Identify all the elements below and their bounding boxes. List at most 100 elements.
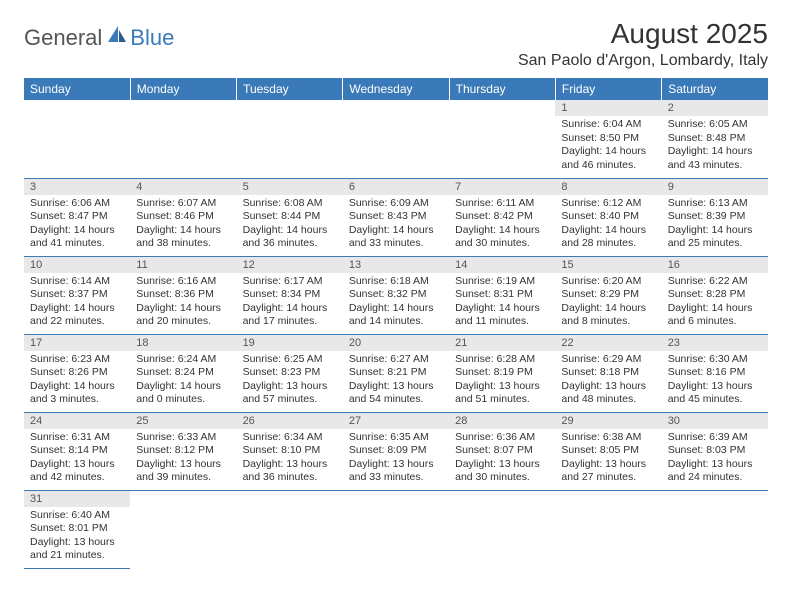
- day-details: Sunrise: 6:22 AMSunset: 8:28 PMDaylight:…: [662, 273, 768, 334]
- day-header: Saturday: [662, 78, 768, 100]
- calendar-day: 10Sunrise: 6:14 AMSunset: 8:37 PMDayligh…: [24, 256, 130, 334]
- day-number: 24: [24, 413, 130, 429]
- sunrise-line: Sunrise: 6:11 AM: [455, 197, 549, 211]
- calendar-blank: [555, 490, 661, 568]
- calendar-day: 5Sunrise: 6:08 AMSunset: 8:44 PMDaylight…: [237, 178, 343, 256]
- calendar-day: 16Sunrise: 6:22 AMSunset: 8:28 PMDayligh…: [662, 256, 768, 334]
- calendar-day: 25Sunrise: 6:33 AMSunset: 8:12 PMDayligh…: [130, 412, 236, 490]
- day-number: 6: [343, 179, 449, 195]
- calendar-day: 12Sunrise: 6:17 AMSunset: 8:34 PMDayligh…: [237, 256, 343, 334]
- sunset-line: Sunset: 8:40 PM: [561, 210, 655, 224]
- day-header: Wednesday: [343, 78, 449, 100]
- day-details: Sunrise: 6:14 AMSunset: 8:37 PMDaylight:…: [24, 273, 130, 334]
- sunset-line: Sunset: 8:47 PM: [30, 210, 124, 224]
- sunset-line: Sunset: 8:14 PM: [30, 444, 124, 458]
- day-details: Sunrise: 6:20 AMSunset: 8:29 PMDaylight:…: [555, 273, 661, 334]
- sunrise-line: Sunrise: 6:24 AM: [136, 353, 230, 367]
- day-number: 14: [449, 257, 555, 273]
- calendar-row: 10Sunrise: 6:14 AMSunset: 8:37 PMDayligh…: [24, 256, 768, 334]
- day-number: 16: [662, 257, 768, 273]
- brand-part1: General: [24, 25, 102, 51]
- sunrise-line: Sunrise: 6:35 AM: [349, 431, 443, 445]
- day-number: 3: [24, 179, 130, 195]
- daylight-line: Daylight: 14 hours and 38 minutes.: [136, 224, 230, 251]
- sunset-line: Sunset: 8:09 PM: [349, 444, 443, 458]
- calendar-blank: [130, 100, 236, 178]
- daylight-line: Daylight: 14 hours and 8 minutes.: [561, 302, 655, 329]
- daylight-line: Daylight: 14 hours and 20 minutes.: [136, 302, 230, 329]
- sail-icon: [106, 24, 128, 44]
- calendar-blank: [130, 490, 236, 568]
- day-number: 31: [24, 491, 130, 507]
- sunset-line: Sunset: 8:39 PM: [668, 210, 762, 224]
- calendar-row: 3Sunrise: 6:06 AMSunset: 8:47 PMDaylight…: [24, 178, 768, 256]
- day-details: Sunrise: 6:35 AMSunset: 8:09 PMDaylight:…: [343, 429, 449, 490]
- day-number: 18: [130, 335, 236, 351]
- calendar-day: 6Sunrise: 6:09 AMSunset: 8:43 PMDaylight…: [343, 178, 449, 256]
- month-title: August 2025: [518, 18, 768, 50]
- sunrise-line: Sunrise: 6:22 AM: [668, 275, 762, 289]
- day-details: Sunrise: 6:31 AMSunset: 8:14 PMDaylight:…: [24, 429, 130, 490]
- sunset-line: Sunset: 8:03 PM: [668, 444, 762, 458]
- day-header: Monday: [130, 78, 236, 100]
- sunrise-line: Sunrise: 6:14 AM: [30, 275, 124, 289]
- day-number: 21: [449, 335, 555, 351]
- daylight-line: Daylight: 14 hours and 41 minutes.: [30, 224, 124, 251]
- daylight-line: Daylight: 14 hours and 25 minutes.: [668, 224, 762, 251]
- sunrise-line: Sunrise: 6:19 AM: [455, 275, 549, 289]
- calendar-blank: [343, 100, 449, 178]
- day-number: 28: [449, 413, 555, 429]
- sunrise-line: Sunrise: 6:38 AM: [561, 431, 655, 445]
- day-details: Sunrise: 6:23 AMSunset: 8:26 PMDaylight:…: [24, 351, 130, 412]
- day-details: Sunrise: 6:19 AMSunset: 8:31 PMDaylight:…: [449, 273, 555, 334]
- calendar-row: 17Sunrise: 6:23 AMSunset: 8:26 PMDayligh…: [24, 334, 768, 412]
- sunrise-line: Sunrise: 6:28 AM: [455, 353, 549, 367]
- calendar-day: 17Sunrise: 6:23 AMSunset: 8:26 PMDayligh…: [24, 334, 130, 412]
- daylight-line: Daylight: 13 hours and 30 minutes.: [455, 458, 549, 485]
- calendar-day: 24Sunrise: 6:31 AMSunset: 8:14 PMDayligh…: [24, 412, 130, 490]
- calendar-day: 14Sunrise: 6:19 AMSunset: 8:31 PMDayligh…: [449, 256, 555, 334]
- daylight-line: Daylight: 14 hours and 43 minutes.: [668, 145, 762, 172]
- calendar-row: 24Sunrise: 6:31 AMSunset: 8:14 PMDayligh…: [24, 412, 768, 490]
- day-header-row: SundayMondayTuesdayWednesdayThursdayFrid…: [24, 78, 768, 100]
- sunset-line: Sunset: 8:19 PM: [455, 366, 549, 380]
- day-details: Sunrise: 6:24 AMSunset: 8:24 PMDaylight:…: [130, 351, 236, 412]
- calendar-blank: [449, 100, 555, 178]
- title-block: August 2025 San Paolo d'Argon, Lombardy,…: [518, 18, 768, 70]
- daylight-line: Daylight: 14 hours and 46 minutes.: [561, 145, 655, 172]
- daylight-line: Daylight: 13 hours and 24 minutes.: [668, 458, 762, 485]
- calendar-blank: [662, 490, 768, 568]
- day-details: Sunrise: 6:28 AMSunset: 8:19 PMDaylight:…: [449, 351, 555, 412]
- day-details: Sunrise: 6:36 AMSunset: 8:07 PMDaylight:…: [449, 429, 555, 490]
- day-number: 19: [237, 335, 343, 351]
- calendar-day: 23Sunrise: 6:30 AMSunset: 8:16 PMDayligh…: [662, 334, 768, 412]
- day-number: 8: [555, 179, 661, 195]
- sunset-line: Sunset: 8:36 PM: [136, 288, 230, 302]
- daylight-line: Daylight: 13 hours and 33 minutes.: [349, 458, 443, 485]
- daylight-line: Daylight: 14 hours and 36 minutes.: [243, 224, 337, 251]
- day-number: 12: [237, 257, 343, 273]
- sunset-line: Sunset: 8:43 PM: [349, 210, 443, 224]
- daylight-line: Daylight: 14 hours and 6 minutes.: [668, 302, 762, 329]
- daylight-line: Daylight: 14 hours and 28 minutes.: [561, 224, 655, 251]
- day-number: 11: [130, 257, 236, 273]
- sunrise-line: Sunrise: 6:09 AM: [349, 197, 443, 211]
- sunset-line: Sunset: 8:01 PM: [30, 522, 124, 536]
- sunrise-line: Sunrise: 6:13 AM: [668, 197, 762, 211]
- daylight-line: Daylight: 13 hours and 57 minutes.: [243, 380, 337, 407]
- day-details: Sunrise: 6:06 AMSunset: 8:47 PMDaylight:…: [24, 195, 130, 256]
- day-details: Sunrise: 6:29 AMSunset: 8:18 PMDaylight:…: [555, 351, 661, 412]
- sunset-line: Sunset: 8:48 PM: [668, 132, 762, 146]
- calendar-day: 4Sunrise: 6:07 AMSunset: 8:46 PMDaylight…: [130, 178, 236, 256]
- sunrise-line: Sunrise: 6:40 AM: [30, 509, 124, 523]
- sunrise-line: Sunrise: 6:36 AM: [455, 431, 549, 445]
- day-number: 7: [449, 179, 555, 195]
- sunrise-line: Sunrise: 6:17 AM: [243, 275, 337, 289]
- calendar-day: 7Sunrise: 6:11 AMSunset: 8:42 PMDaylight…: [449, 178, 555, 256]
- calendar-day: 20Sunrise: 6:27 AMSunset: 8:21 PMDayligh…: [343, 334, 449, 412]
- sunrise-line: Sunrise: 6:25 AM: [243, 353, 337, 367]
- sunset-line: Sunset: 8:26 PM: [30, 366, 124, 380]
- day-details: Sunrise: 6:39 AMSunset: 8:03 PMDaylight:…: [662, 429, 768, 490]
- daylight-line: Daylight: 13 hours and 45 minutes.: [668, 380, 762, 407]
- sunrise-line: Sunrise: 6:31 AM: [30, 431, 124, 445]
